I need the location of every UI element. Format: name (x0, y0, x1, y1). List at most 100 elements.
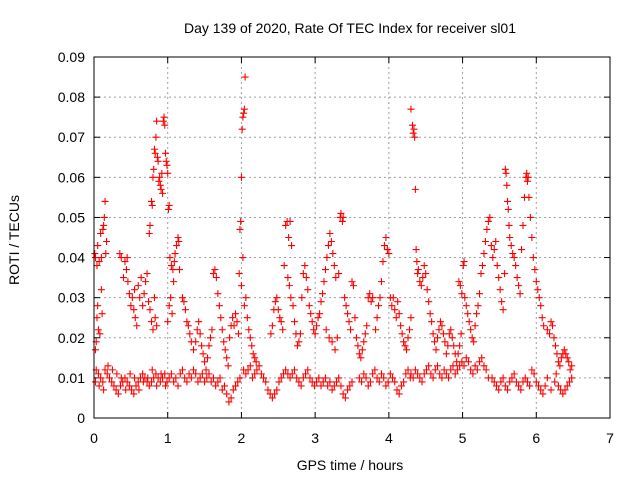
data-point (99, 225, 107, 233)
data-point (317, 382, 325, 390)
data-point (506, 378, 514, 386)
data-point (123, 378, 131, 386)
data-point (313, 322, 321, 330)
data-point (366, 290, 374, 298)
data-point (486, 213, 494, 221)
data-point (190, 346, 198, 354)
data-point (565, 358, 573, 366)
data-point (419, 274, 427, 282)
data-point (363, 322, 371, 330)
data-point (162, 382, 170, 390)
data-point (126, 370, 134, 378)
y-axis-label: ROTI / TECUs (6, 195, 22, 285)
data-point (285, 282, 293, 290)
data-point (205, 342, 213, 350)
data-point (207, 378, 215, 386)
data-point (181, 374, 189, 382)
data-point (470, 338, 478, 346)
data-point (176, 370, 184, 378)
data-point (532, 278, 540, 286)
data-point (244, 366, 252, 374)
data-point (302, 274, 310, 282)
data-point (153, 322, 161, 330)
data-point (134, 282, 142, 290)
data-point (180, 298, 188, 306)
data-point (160, 113, 168, 121)
data-point (506, 234, 514, 241)
data-point (540, 322, 548, 330)
data-point (349, 282, 357, 290)
data-point (162, 157, 170, 165)
data-point (414, 270, 422, 278)
data-point (150, 145, 158, 153)
data-point (354, 342, 362, 350)
data-point (427, 370, 435, 378)
data-point (127, 302, 135, 310)
data-point (526, 213, 534, 221)
data-point (114, 390, 122, 398)
data-point (568, 374, 576, 382)
data-point (105, 374, 113, 382)
data-point (438, 374, 446, 382)
data-point (209, 374, 217, 382)
data-point (122, 386, 130, 394)
data-point (560, 346, 568, 354)
data-point (497, 378, 505, 386)
data-point (409, 129, 417, 137)
data-point (239, 113, 247, 121)
data-point (295, 338, 303, 346)
data-point (516, 290, 524, 298)
data-point (335, 374, 343, 382)
y-tick-label: 0.08 (58, 89, 85, 105)
data-point (159, 374, 167, 382)
data-point (198, 370, 206, 378)
data-point (389, 294, 397, 302)
data-point (157, 370, 165, 378)
data-point (145, 229, 153, 237)
data-point (492, 382, 500, 390)
data-point (393, 386, 401, 394)
y-tick-label: 0.01 (58, 370, 85, 386)
data-point (264, 386, 272, 394)
data-point (347, 326, 355, 334)
data-point (441, 338, 449, 346)
data-point (314, 314, 322, 322)
data-point (176, 266, 184, 274)
data-point (262, 378, 270, 386)
data-point (416, 374, 424, 382)
data-point (355, 350, 363, 358)
data-point (149, 326, 157, 334)
data-point (462, 302, 470, 310)
data-point (96, 330, 104, 338)
data-point (439, 330, 447, 338)
data-point (237, 217, 245, 225)
data-point (395, 390, 403, 398)
data-point (330, 382, 338, 390)
data-point (508, 374, 516, 382)
data-point (220, 338, 228, 346)
data-point (404, 366, 412, 374)
plot-frame (93, 56, 611, 419)
data-point (562, 350, 570, 358)
data-point (407, 370, 415, 378)
data-point (346, 382, 354, 390)
data-point (364, 382, 372, 390)
data-point (465, 318, 473, 326)
data-point (366, 378, 374, 386)
data-point (293, 342, 301, 350)
data-point (457, 330, 465, 338)
data-point (319, 378, 327, 386)
data-point (145, 298, 153, 306)
data-point (471, 362, 479, 370)
data-point (217, 314, 225, 322)
data-point (156, 378, 164, 386)
data-point (249, 350, 257, 358)
data-point (100, 213, 108, 221)
chart-title: Day 139 of 2020, Rate Of TEC Index for r… (184, 20, 516, 36)
data-point (137, 274, 145, 282)
data-point (94, 242, 102, 250)
data-point (293, 374, 301, 382)
data-point (178, 366, 186, 374)
data-point (93, 314, 101, 322)
data-point (100, 221, 108, 229)
